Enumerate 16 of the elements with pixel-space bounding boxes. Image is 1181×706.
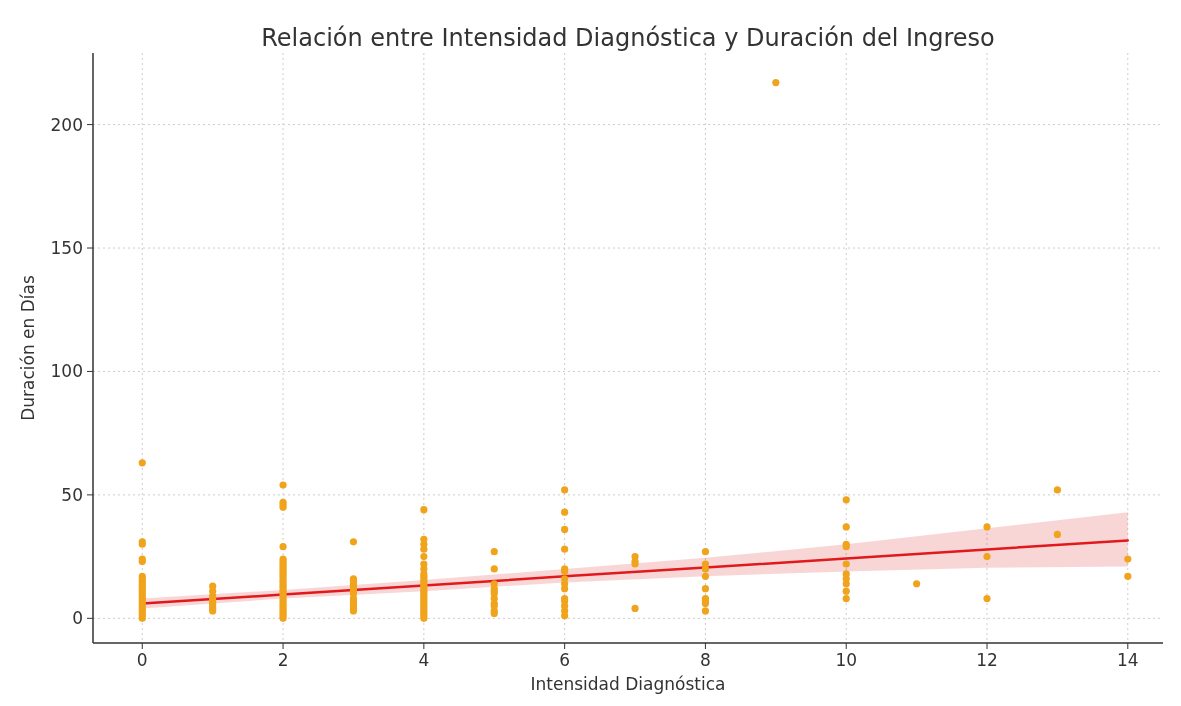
x-tick-label: 6 [559, 650, 571, 670]
y-tick-label: 0 [72, 608, 83, 629]
x-tick-label: 14 [1116, 650, 1139, 670]
chart-title: Relación entre Intensidad Diagnóstica y Duración del Ingreso [261, 24, 995, 52]
x-tick-label: 10 [835, 650, 858, 670]
x-tick-label: 0 [136, 650, 148, 670]
x-tick-label: 8 [700, 650, 711, 670]
y-tick-label: 200 [50, 114, 83, 135]
x-tick-label: 12 [976, 650, 998, 670]
y-tick-label: 100 [50, 361, 83, 382]
x-axis-title: Intensidad Diagnóstica [530, 674, 726, 694]
x-tick-label: 2 [277, 650, 289, 670]
x-tick-label: 4 [418, 650, 430, 670]
y-tick-label: 150 [50, 238, 83, 259]
y-axis-title: Duración en Días [18, 275, 38, 421]
y-tick-label: 50 [61, 484, 83, 505]
